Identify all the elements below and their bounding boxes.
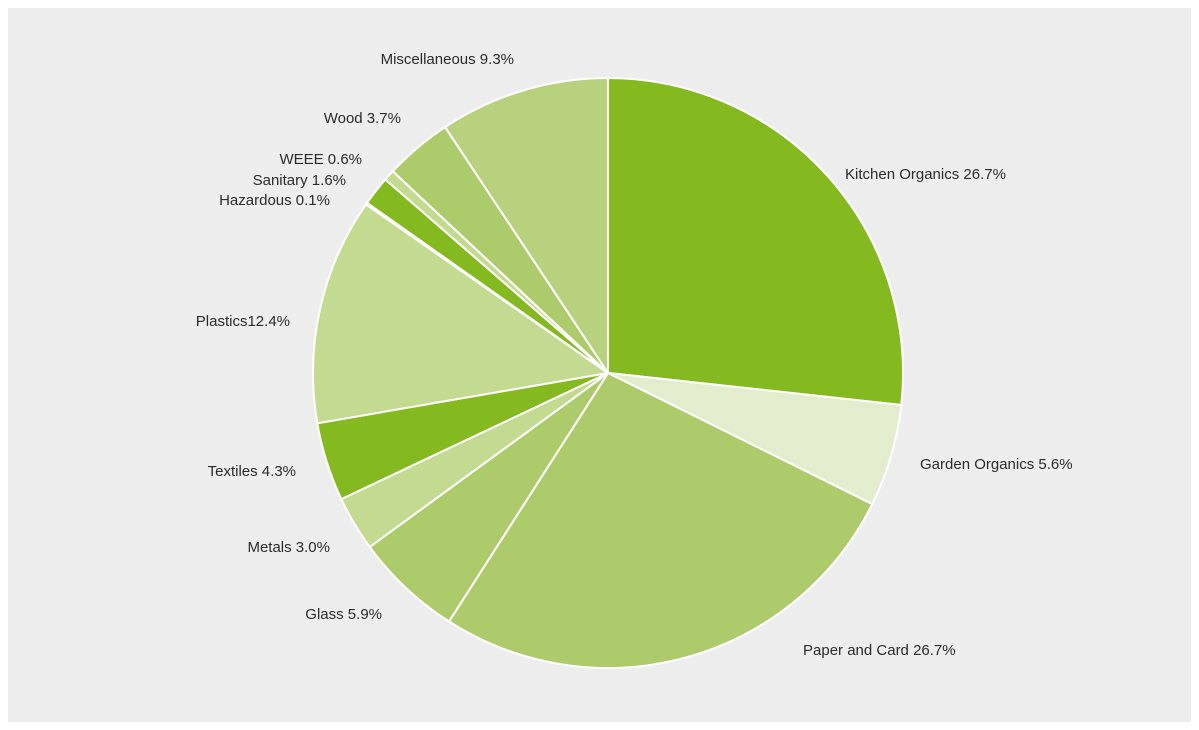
- label-paper-and-card: Paper and Card 26.7%: [803, 642, 956, 659]
- label-plastics: Plastics12.4%: [196, 313, 290, 330]
- label-kitchen-organics: Kitchen Organics 26.7%: [845, 166, 1006, 183]
- label-miscellaneous: Miscellaneous 9.3%: [381, 51, 514, 68]
- slice-miscellaneous: [444, 77, 609, 374]
- label-sanitary: Sanitary 1.6%: [253, 172, 346, 189]
- pie-slices: [312, 77, 904, 669]
- label-metals: Metals 3.0%: [247, 539, 330, 556]
- slice-kitchen-organics: [607, 77, 904, 406]
- label-hazardous: Hazardous 0.1%: [219, 192, 330, 209]
- slice-paper-and-card: [448, 372, 874, 669]
- slice-plastics: [312, 203, 609, 425]
- label-glass: Glass 5.9%: [305, 606, 382, 623]
- label-garden-organics: Garden Organics 5.6%: [920, 456, 1073, 473]
- label-weee: WEEE 0.6%: [279, 151, 362, 168]
- slice-labels: Kitchen Organics 26.7% Garden Organics 5…: [196, 51, 1073, 659]
- label-wood: Wood 3.7%: [324, 110, 401, 127]
- label-textiles: Textiles 4.3%: [208, 463, 296, 480]
